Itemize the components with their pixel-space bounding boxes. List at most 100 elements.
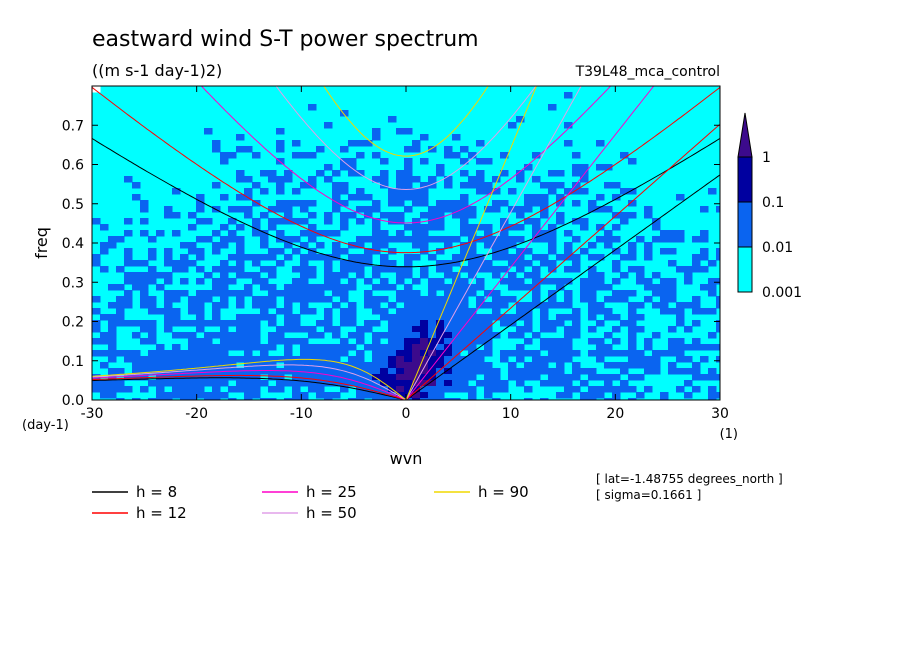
field-cell-179 xyxy=(460,194,469,201)
field-cell-133 xyxy=(476,182,485,189)
field-cell-647 xyxy=(180,278,189,285)
field-cell-1150 xyxy=(564,338,573,345)
field-cell-1620 xyxy=(604,386,613,393)
field-cell-1502 xyxy=(508,374,517,381)
field-cell-762 xyxy=(484,290,493,297)
field-cell-397 xyxy=(516,236,525,243)
field-cell-663 xyxy=(428,278,437,285)
field-cell-1634 xyxy=(188,392,197,399)
info-sigma: [ sigma=0.1661 ] xyxy=(596,488,701,502)
field-cell-959 xyxy=(564,314,573,321)
field-cell-1090 xyxy=(396,332,405,339)
field-cell-181 xyxy=(532,194,541,201)
run-label: T39L48_mca_control xyxy=(575,64,720,80)
field-cell-968 xyxy=(108,320,117,327)
field-cell-1572 xyxy=(604,380,613,387)
field-cell-369 xyxy=(204,236,213,243)
field-cell-974 xyxy=(164,320,173,327)
field-cell-217 xyxy=(196,206,205,213)
field-cell-20 xyxy=(276,140,285,147)
field-cell-840 xyxy=(268,302,277,309)
field-cell-1323 xyxy=(596,356,605,363)
field-cell-1505 xyxy=(532,374,541,381)
field-cell-1429 xyxy=(420,368,429,375)
field-cell-721 xyxy=(556,284,565,291)
field-cell-352 xyxy=(460,230,469,237)
field-cell-1022 xyxy=(108,326,117,333)
field-cell-954 xyxy=(508,314,517,321)
field-cell-943 xyxy=(420,314,429,321)
field-cell-404 xyxy=(612,236,621,243)
field-cell-1246 xyxy=(436,350,445,357)
field-cell-1416 xyxy=(316,368,325,375)
field-cell-1226 xyxy=(212,350,221,357)
field-cell-1054 xyxy=(524,326,533,333)
field-cell-1400 xyxy=(188,368,197,375)
field-cell-1055 xyxy=(540,326,549,333)
field-cell-1063 xyxy=(668,326,677,333)
field-cell-1526 xyxy=(164,380,173,387)
field-cell-828 xyxy=(116,302,125,309)
field-cell-398 xyxy=(532,236,541,243)
field-cell-936 xyxy=(340,314,349,321)
field-cell-420 xyxy=(284,242,293,249)
field-cell-247 xyxy=(700,206,709,213)
field-cell-553 xyxy=(524,260,533,267)
field-cell-1456 xyxy=(708,368,717,375)
field-cell-1089 xyxy=(388,332,397,339)
field-cell-1057 xyxy=(564,326,573,333)
field-cell-1701 xyxy=(492,398,501,400)
field-cell-1077 xyxy=(236,332,245,339)
field-cell-162 xyxy=(620,188,629,195)
field-cell-577 xyxy=(340,266,349,273)
field-cell-1254 xyxy=(516,350,525,357)
field-cell-308 xyxy=(220,224,229,231)
field-cell-1465 xyxy=(180,374,189,381)
field-cell-171 xyxy=(348,194,357,201)
field-cell-1589 xyxy=(244,386,253,393)
field-cell-458 xyxy=(372,248,381,255)
field-cell-5 xyxy=(388,116,397,123)
field-cell-1030 xyxy=(252,326,261,333)
field-cell-1524 xyxy=(148,380,157,387)
field-cell-958 xyxy=(556,314,565,321)
field-cell-1169 xyxy=(244,344,253,351)
field-cell-1385 xyxy=(628,362,637,369)
field-cell-297 xyxy=(460,218,469,225)
field-cell-857 xyxy=(484,302,493,309)
field-cell-510 xyxy=(516,254,525,261)
field-cell-1365 xyxy=(404,362,413,369)
field-cell-771 xyxy=(628,290,637,297)
field-cell-1484 xyxy=(348,374,357,381)
field-cell-386 xyxy=(420,236,429,243)
field-cell-992 xyxy=(348,320,357,327)
field-cell-882 xyxy=(172,308,181,315)
field-cell-654 xyxy=(292,278,301,285)
field-cell-1032 xyxy=(284,326,293,333)
field-cell-313 xyxy=(340,224,349,231)
field-cell-911 xyxy=(588,308,597,315)
field-cell-473 xyxy=(644,248,653,255)
field-cell-773 xyxy=(660,290,669,297)
field-cell-1459 xyxy=(124,374,133,381)
field-cell-785 xyxy=(204,296,213,303)
curve-ig-h50 xyxy=(275,86,537,191)
field-cell-625 xyxy=(372,272,381,279)
field-cell-1670 xyxy=(116,398,125,400)
field-cell-969 xyxy=(116,320,125,327)
field-cell-1002 xyxy=(444,320,453,327)
field-cell-656 xyxy=(324,278,333,285)
field-cell-597 xyxy=(564,266,573,273)
field-cell-1109 xyxy=(628,332,637,339)
field-cell-1147 xyxy=(540,338,549,345)
field-cell-9 xyxy=(564,122,573,129)
field-cell-760 xyxy=(460,290,469,297)
field-cell-309 xyxy=(236,224,245,231)
field-cell-1685 xyxy=(300,398,309,400)
field-cell-166 xyxy=(196,194,205,201)
field-cell-1334 xyxy=(140,362,149,369)
field-cell-1197 xyxy=(540,344,549,351)
field-cell-596 xyxy=(548,266,557,273)
field-cell-1420 xyxy=(348,368,357,375)
field-cell-754 xyxy=(396,290,405,297)
